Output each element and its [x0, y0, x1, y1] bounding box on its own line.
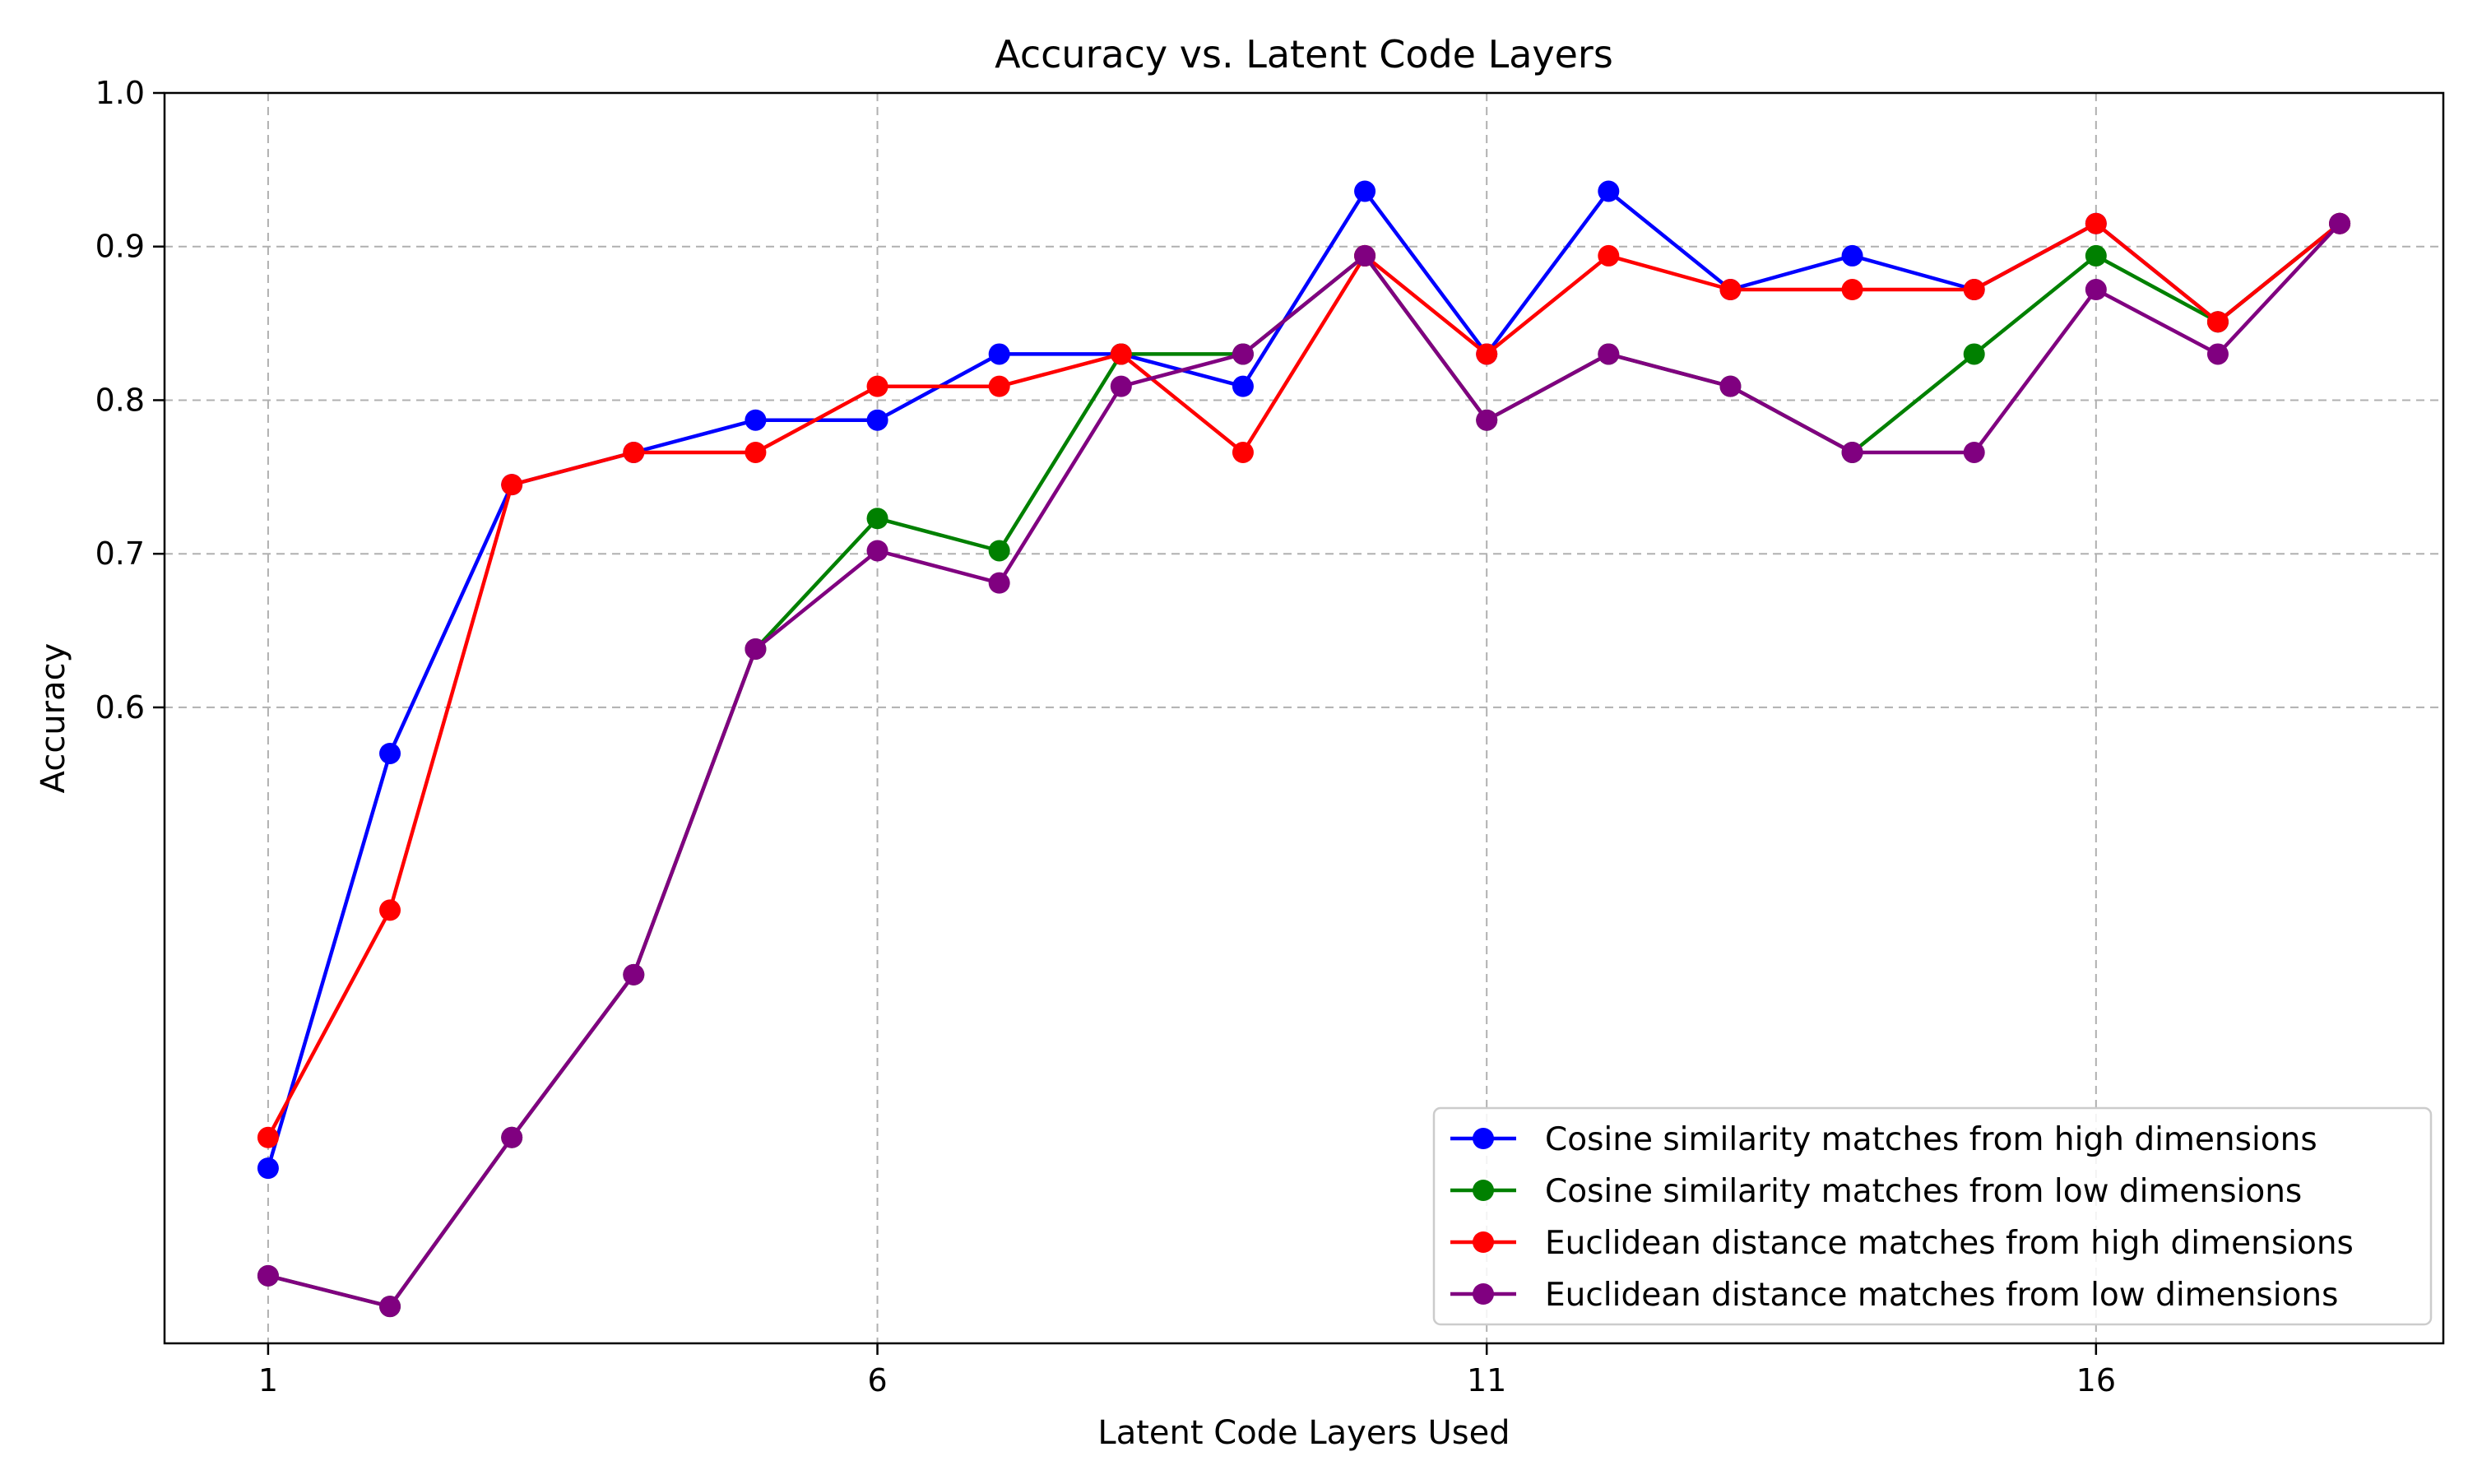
- data-point: [745, 441, 767, 463]
- data-point: [257, 1264, 279, 1287]
- data-point: [379, 742, 401, 764]
- data-point: [2206, 311, 2229, 333]
- x-axis-label: Latent Code Layers Used: [1097, 1414, 1510, 1452]
- series-line: [267, 222, 2341, 1309]
- data-point: [866, 409, 888, 431]
- axis-ticks: 1 6 11 160.60.70.80.91.0: [95, 75, 2116, 1398]
- data-point: [1963, 441, 1985, 463]
- data-point: [988, 343, 1010, 365]
- series-1: [257, 180, 2351, 1180]
- legend-swatch-marker: [1473, 1180, 1494, 1201]
- series-4: [257, 212, 2351, 1318]
- data-point: [866, 508, 888, 530]
- legend-label: Cosine similarity matches from high dime…: [1545, 1121, 2317, 1158]
- legend-item: Cosine similarity matches from low dimen…: [1450, 1173, 2302, 1210]
- legend-item: Euclidean distance matches from low dime…: [1450, 1277, 2338, 1314]
- data-point: [2085, 212, 2107, 234]
- x-tick-label: 11: [1467, 1362, 1506, 1398]
- data-point: [2206, 343, 2229, 365]
- x-tick-label: 1: [258, 1362, 278, 1398]
- data-point: [1841, 244, 1863, 267]
- legend: Cosine similarity matches from high dime…: [1432, 1106, 2433, 1326]
- data-point: [2085, 279, 2107, 301]
- y-tick-label: 0.7: [95, 536, 145, 572]
- series-3: [257, 212, 2351, 1148]
- data-point: [1232, 343, 1254, 365]
- data-point: [1354, 244, 1376, 267]
- legend-label: Euclidean distance matches from high dim…: [1545, 1225, 2354, 1262]
- data-point: [1476, 409, 1498, 431]
- data-point: [1110, 343, 1132, 365]
- data-point: [1963, 279, 1985, 301]
- data-point: [866, 375, 888, 397]
- data-point: [623, 441, 645, 463]
- y-tick-label: 0.8: [95, 382, 145, 418]
- legend-label: Cosine similarity matches from low dimen…: [1545, 1173, 2302, 1210]
- data-point: [2085, 244, 2107, 267]
- y-tick-label: 0.9: [95, 229, 145, 265]
- data-point: [1598, 343, 1620, 365]
- data-point: [1841, 441, 1863, 463]
- legend-label: Euclidean distance matches from low dime…: [1545, 1277, 2338, 1314]
- data-point: [1110, 375, 1132, 397]
- x-tick-label: 16: [2076, 1362, 2116, 1398]
- legend-box: [1432, 1106, 2433, 1326]
- data-point: [745, 638, 767, 660]
- data-point: [1232, 375, 1254, 397]
- data-point: [501, 474, 523, 496]
- y-tick-label: 1.0: [95, 75, 145, 111]
- data-point: [257, 1157, 279, 1180]
- legend-item: Euclidean distance matches from high dim…: [1450, 1225, 2354, 1262]
- y-tick-label: 0.6: [95, 689, 145, 726]
- series-line: [266, 221, 2341, 1139]
- data-point: [501, 1126, 523, 1148]
- data-point: [745, 409, 767, 431]
- data-point: [1598, 180, 1620, 202]
- legend-swatch-marker: [1473, 1283, 1494, 1305]
- data-point: [866, 540, 888, 562]
- data-point: [988, 540, 1010, 562]
- data-point: [1719, 279, 1742, 301]
- data-point: [988, 572, 1010, 594]
- x-tick-label: 6: [867, 1362, 887, 1398]
- data-point: [1841, 279, 1863, 301]
- data-point: [379, 899, 401, 921]
- data-point: [988, 375, 1010, 397]
- data-point: [379, 1296, 401, 1318]
- data-point: [2329, 212, 2351, 234]
- series-layer: [257, 180, 2351, 1318]
- legend-item: Cosine similarity matches from high dime…: [1450, 1121, 2317, 1158]
- y-axis-label: Accuracy: [35, 643, 72, 794]
- data-point: [1476, 343, 1498, 365]
- data-point: [1232, 441, 1254, 463]
- data-point: [1598, 244, 1620, 267]
- plot-area-frame: [163, 91, 2445, 1345]
- data-point: [257, 1126, 279, 1148]
- data-point: [1963, 343, 1985, 365]
- legend-swatch-marker: [1473, 1128, 1494, 1149]
- data-point: [623, 963, 645, 985]
- chart-title: Accuracy vs. Latent Code Layers: [995, 32, 1613, 77]
- series-line: [266, 189, 2341, 1169]
- data-point: [1719, 375, 1742, 397]
- data-point: [1354, 180, 1376, 202]
- legend-swatch-marker: [1473, 1231, 1494, 1253]
